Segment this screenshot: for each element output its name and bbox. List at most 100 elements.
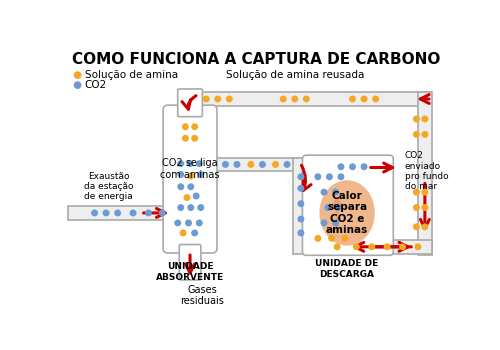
Text: UNIDADE DE
DESCARGA: UNIDADE DE DESCARGA (316, 259, 378, 279)
Circle shape (191, 135, 198, 142)
Circle shape (422, 116, 428, 122)
FancyBboxPatch shape (68, 206, 182, 220)
Text: Gases
residuais: Gases residuais (180, 285, 224, 306)
FancyBboxPatch shape (183, 92, 430, 106)
Circle shape (413, 223, 420, 230)
Circle shape (214, 96, 221, 103)
Circle shape (349, 163, 356, 170)
Circle shape (74, 81, 82, 89)
Ellipse shape (320, 180, 375, 246)
Circle shape (178, 204, 184, 211)
Circle shape (338, 173, 344, 180)
Circle shape (114, 209, 121, 216)
Text: CO2
enviado
pro fundo
do mar: CO2 enviado pro fundo do mar (405, 151, 448, 191)
Circle shape (178, 171, 184, 178)
Circle shape (303, 96, 310, 103)
Circle shape (184, 194, 190, 201)
Circle shape (298, 216, 304, 223)
Circle shape (314, 235, 322, 242)
FancyBboxPatch shape (163, 105, 217, 253)
Text: CO2 se liga
com aminas: CO2 se liga com aminas (160, 158, 220, 180)
Circle shape (159, 209, 166, 216)
Circle shape (174, 219, 181, 226)
Text: Calor
separa
CO2 e
aminas: Calor separa CO2 e aminas (326, 190, 368, 235)
Circle shape (368, 243, 375, 250)
Text: UNIDADE
ABSORVENTE: UNIDADE ABSORVENTE (156, 262, 224, 282)
Circle shape (102, 209, 110, 216)
Text: Solução de amina reusada: Solução de amina reusada (226, 70, 364, 80)
Circle shape (334, 243, 340, 250)
Circle shape (320, 189, 328, 196)
FancyBboxPatch shape (180, 245, 201, 280)
Circle shape (349, 96, 356, 103)
Circle shape (188, 204, 194, 211)
Circle shape (422, 204, 428, 211)
Circle shape (186, 160, 194, 167)
Circle shape (413, 116, 420, 122)
Circle shape (234, 161, 240, 168)
Text: Solução de amina: Solução de amina (84, 70, 178, 80)
Circle shape (178, 160, 184, 167)
FancyBboxPatch shape (206, 158, 306, 172)
Circle shape (353, 243, 360, 250)
Circle shape (196, 219, 202, 226)
Circle shape (372, 96, 379, 103)
FancyBboxPatch shape (308, 240, 432, 254)
Circle shape (324, 204, 332, 211)
Circle shape (292, 96, 298, 103)
Circle shape (180, 230, 186, 237)
Circle shape (399, 243, 406, 250)
Circle shape (259, 161, 266, 168)
Circle shape (334, 204, 342, 211)
Circle shape (182, 123, 189, 130)
Circle shape (284, 161, 290, 168)
Circle shape (202, 96, 209, 103)
Circle shape (130, 209, 136, 216)
Circle shape (360, 96, 368, 103)
Circle shape (422, 223, 428, 230)
Text: Exaustão
da estação
de energia: Exaustão da estação de energia (84, 172, 133, 201)
Text: COMO FUNCIONA A CAPTURA DE CARBONO: COMO FUNCIONA A CAPTURA DE CARBONO (72, 52, 440, 67)
Circle shape (422, 189, 428, 196)
FancyBboxPatch shape (178, 89, 203, 117)
Circle shape (91, 209, 98, 216)
Circle shape (188, 173, 194, 180)
FancyBboxPatch shape (293, 158, 308, 254)
Circle shape (192, 193, 200, 200)
FancyBboxPatch shape (302, 155, 394, 255)
Circle shape (422, 131, 428, 138)
Circle shape (280, 96, 286, 103)
Circle shape (332, 219, 339, 226)
Text: CO2: CO2 (84, 80, 107, 90)
Circle shape (360, 163, 368, 170)
Circle shape (188, 183, 194, 190)
Circle shape (272, 161, 279, 168)
Circle shape (314, 173, 322, 180)
Circle shape (198, 204, 204, 211)
Circle shape (198, 171, 204, 178)
Circle shape (326, 173, 333, 180)
Circle shape (384, 243, 390, 250)
Circle shape (248, 161, 254, 168)
Circle shape (222, 161, 229, 168)
Circle shape (413, 131, 420, 138)
Circle shape (145, 209, 152, 216)
Circle shape (298, 230, 304, 237)
Circle shape (185, 219, 192, 226)
Circle shape (196, 160, 202, 167)
Circle shape (298, 200, 304, 207)
Circle shape (338, 163, 344, 170)
FancyBboxPatch shape (418, 92, 432, 255)
Circle shape (342, 235, 348, 242)
Circle shape (74, 71, 82, 79)
Circle shape (413, 204, 420, 211)
Circle shape (178, 183, 184, 190)
Circle shape (182, 135, 189, 142)
Circle shape (298, 185, 304, 192)
Circle shape (332, 189, 339, 196)
Circle shape (226, 96, 233, 103)
Circle shape (191, 123, 198, 130)
Circle shape (191, 230, 198, 237)
Circle shape (298, 173, 304, 180)
Circle shape (320, 219, 328, 226)
